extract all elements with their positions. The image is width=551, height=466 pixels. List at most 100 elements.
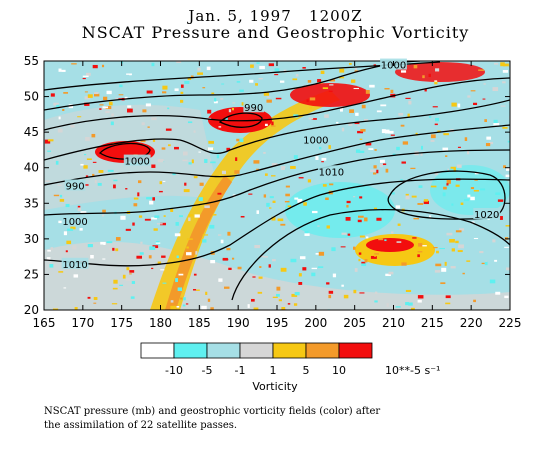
speckle-cell bbox=[430, 134, 436, 139]
speckle-cell bbox=[486, 136, 492, 140]
speckle-cell bbox=[349, 109, 355, 113]
speckle-cell bbox=[63, 287, 67, 289]
contour-label: 1000 bbox=[303, 135, 328, 146]
speckle-cell bbox=[251, 298, 255, 302]
speckle-cell bbox=[272, 296, 278, 298]
speckle-cell bbox=[120, 215, 126, 220]
speckle-cell bbox=[451, 248, 455, 252]
speckle-cell bbox=[49, 264, 54, 268]
speckle-cell bbox=[185, 303, 189, 305]
speckle-cell bbox=[295, 74, 299, 77]
speckle-cell bbox=[410, 307, 415, 310]
speckle-cell bbox=[99, 104, 104, 106]
speckle-cell bbox=[354, 122, 360, 125]
speckle-cell bbox=[79, 228, 83, 231]
speckle-cell bbox=[351, 79, 356, 83]
speckle-cell bbox=[466, 150, 470, 155]
speckle-cell bbox=[93, 302, 97, 304]
speckle-cell bbox=[396, 146, 400, 151]
speckle-cell bbox=[287, 303, 291, 305]
speckle-cell bbox=[458, 244, 464, 249]
speckle-cell bbox=[47, 139, 54, 142]
speckle-cell bbox=[84, 96, 91, 100]
speckle-cell bbox=[59, 194, 63, 198]
speckle-cell bbox=[239, 89, 244, 92]
low-center-east-vorticity bbox=[208, 107, 272, 133]
speckle-cell bbox=[434, 80, 438, 82]
speckle-cell bbox=[105, 106, 112, 110]
speckle-cell bbox=[226, 147, 231, 151]
speckle-cell bbox=[408, 100, 412, 105]
speckle-cell bbox=[418, 185, 423, 188]
speckle-cell bbox=[500, 105, 506, 107]
speckle-cell bbox=[500, 62, 505, 67]
speckle-cell bbox=[188, 162, 192, 165]
legend-title: Vorticity bbox=[252, 380, 298, 393]
speckle-cell bbox=[503, 63, 509, 67]
contour-label: 1020 bbox=[474, 210, 499, 221]
speckle-cell bbox=[253, 307, 259, 310]
speckle-cell bbox=[495, 291, 501, 295]
speckle-cell bbox=[228, 267, 232, 270]
speckle-cell bbox=[57, 184, 62, 186]
speckle-cell bbox=[370, 255, 377, 259]
speckle-cell bbox=[428, 73, 431, 78]
speckle-cell bbox=[206, 66, 211, 71]
speckle-cell bbox=[264, 123, 268, 127]
speckle-cell bbox=[176, 255, 179, 259]
speckle-cell bbox=[373, 172, 377, 175]
speckle-cell bbox=[322, 87, 329, 90]
speckle-cell bbox=[213, 214, 217, 216]
speckle-cell bbox=[395, 306, 401, 308]
speckle-cell bbox=[380, 104, 387, 107]
speckle-cell bbox=[112, 287, 118, 290]
speckle-cell bbox=[255, 83, 258, 86]
speckle-cell bbox=[266, 96, 271, 98]
speckle-cell bbox=[263, 151, 266, 154]
speckle-cell bbox=[374, 149, 377, 151]
speckle-cell bbox=[482, 98, 486, 100]
speckle-cell bbox=[50, 247, 53, 251]
legend-label: 10 bbox=[332, 364, 346, 377]
speckle-cell bbox=[99, 108, 102, 110]
speckle-cell bbox=[161, 147, 166, 150]
contour-label: 990 bbox=[66, 182, 85, 193]
speckle-cell bbox=[441, 267, 447, 272]
x-tick-label: 210 bbox=[382, 316, 405, 330]
speckle-cell bbox=[102, 209, 106, 213]
speckle-cell bbox=[332, 273, 337, 278]
speckle-cell bbox=[376, 169, 379, 174]
speckle-cell bbox=[280, 166, 286, 170]
speckle-cell bbox=[285, 193, 290, 197]
speckle-cell bbox=[365, 142, 372, 146]
speckle-cell bbox=[439, 248, 445, 250]
speckle-cell bbox=[451, 102, 457, 107]
speckle-cell bbox=[92, 173, 95, 177]
speckle-cell bbox=[460, 202, 464, 205]
speckle-cell bbox=[506, 267, 510, 271]
speckle-cell bbox=[136, 255, 143, 259]
speckle-cell bbox=[326, 282, 330, 285]
legend-swatch bbox=[206, 342, 241, 359]
speckle-cell bbox=[292, 78, 298, 81]
speckle-cell bbox=[165, 128, 172, 131]
speckle-cell bbox=[358, 252, 362, 255]
speckle-cell bbox=[129, 273, 132, 275]
speckle-cell bbox=[180, 84, 184, 88]
speckle-cell bbox=[435, 68, 440, 72]
speckle-cell bbox=[70, 226, 76, 230]
speckle-cell bbox=[331, 247, 336, 252]
speckle-cell bbox=[450, 166, 456, 169]
speckle-cell bbox=[470, 90, 476, 92]
speckle-cell bbox=[353, 289, 357, 294]
y-tick-label: 40 bbox=[24, 161, 39, 175]
speckle-cell bbox=[162, 91, 167, 94]
speckle-cell bbox=[185, 304, 189, 308]
speckle-cell bbox=[53, 102, 59, 106]
speckle-cell bbox=[359, 138, 363, 140]
speckle-cell bbox=[45, 180, 50, 182]
vorticity-max-southeast-core bbox=[366, 238, 414, 252]
speckle-cell bbox=[271, 163, 278, 167]
contour-label-bg bbox=[302, 133, 330, 145]
speckle-cell bbox=[221, 83, 225, 85]
